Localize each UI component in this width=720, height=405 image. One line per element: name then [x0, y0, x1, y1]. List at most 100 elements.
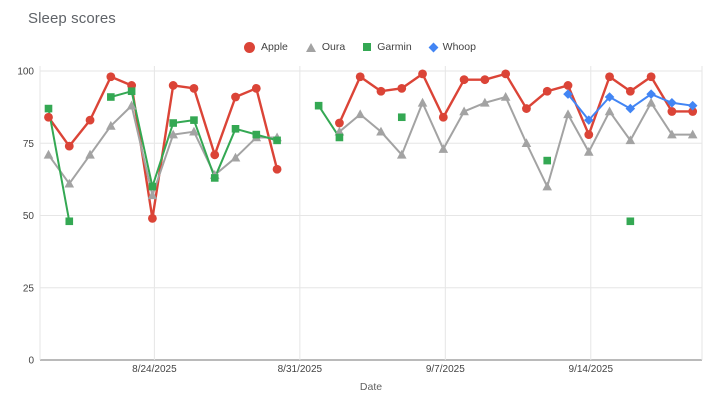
chart-title: Sleep scores: [28, 10, 116, 27]
legend-item-oura[interactable]: Oura: [305, 41, 346, 53]
oura-data-point[interactable]: [625, 135, 636, 145]
oura-data-point[interactable]: [459, 106, 469, 116]
y-tick-label: 0: [28, 356, 34, 367]
apple-data-point[interactable]: [688, 107, 698, 116]
oura-data-point[interactable]: [438, 144, 449, 153]
legend-item-apple[interactable]: Apple: [244, 41, 288, 53]
oura-data-point[interactable]: [563, 109, 573, 119]
apple-data-point[interactable]: [397, 83, 407, 93]
whoop-data-point[interactable]: [583, 115, 594, 125]
oura-data-point[interactable]: [376, 126, 386, 136]
oura-data-point[interactable]: [147, 190, 158, 200]
apple-series-line: [47, 75, 279, 220]
garmin-data-point[interactable]: [335, 133, 344, 142]
oura-data-point[interactable]: [667, 129, 677, 139]
oura-data-point[interactable]: [230, 152, 241, 162]
apple-data-point[interactable]: [272, 164, 282, 174]
oura-data-point[interactable]: [646, 97, 656, 107]
apple-data-point[interactable]: [231, 92, 240, 102]
apple-data-point[interactable]: [438, 112, 448, 122]
apple-data-point[interactable]: [646, 72, 656, 82]
apple-data-point[interactable]: [210, 150, 220, 160]
garmin-data-point[interactable]: [273, 136, 281, 145]
apple-data-point[interactable]: [522, 104, 531, 113]
garmin-data-point[interactable]: [543, 156, 552, 165]
oura-data-point[interactable]: [542, 181, 553, 191]
apple-data-point[interactable]: [625, 86, 635, 96]
garmin-data-point[interactable]: [626, 217, 635, 226]
oura-data-point[interactable]: [168, 129, 178, 139]
apple-data-point[interactable]: [148, 213, 157, 223]
oura-series-line: [47, 104, 279, 197]
oura-data-point[interactable]: [583, 146, 594, 156]
garmin-data-point[interactable]: [169, 119, 177, 127]
apple-data-point[interactable]: [418, 69, 427, 79]
garmin-data-point[interactable]: [397, 113, 406, 122]
legend-item-whoop[interactable]: Whoop: [428, 41, 476, 53]
apple-data-point[interactable]: [376, 86, 386, 96]
oura-data-point[interactable]: [604, 106, 615, 116]
whoop-data-point[interactable]: [687, 100, 698, 111]
apple-data-point[interactable]: [168, 81, 178, 90]
oura-data-point[interactable]: [43, 149, 54, 159]
oura-series-line: [338, 96, 694, 188]
y-tick-label: 50: [23, 211, 35, 222]
apple-data-point[interactable]: [480, 75, 490, 85]
apple-data-point[interactable]: [459, 75, 469, 85]
garmin-legend-marker-icon: [363, 43, 372, 51]
garmin-series-line: [47, 107, 71, 223]
apple-data-point[interactable]: [584, 130, 594, 139]
legend-label: Oura: [321, 41, 346, 53]
garmin-data-point[interactable]: [252, 130, 261, 139]
y-tick-label: 75: [23, 139, 35, 150]
whoop-data-point[interactable]: [646, 89, 656, 99]
oura-data-point[interactable]: [126, 100, 137, 110]
garmin-series-line: [317, 104, 341, 139]
apple-data-point[interactable]: [355, 72, 365, 82]
garmin-data-point[interactable]: [314, 101, 323, 110]
garmin-data-point[interactable]: [107, 93, 115, 101]
garmin-data-point[interactable]: [44, 104, 53, 113]
garmin-data-point[interactable]: [190, 116, 198, 124]
apple-data-point[interactable]: [44, 112, 53, 122]
apple-data-point[interactable]: [85, 115, 95, 125]
whoop-data-point[interactable]: [563, 89, 573, 99]
legend-label: Apple: [261, 41, 288, 53]
oura-data-point[interactable]: [500, 92, 511, 101]
legend-item-garmin[interactable]: Garmin: [363, 41, 412, 53]
oura-data-point[interactable]: [85, 149, 95, 159]
garmin-data-point[interactable]: [148, 182, 157, 191]
garmin-data-point[interactable]: [231, 125, 240, 133]
apple-data-point[interactable]: [501, 69, 511, 79]
garmin-data-point[interactable]: [210, 174, 219, 182]
oura-data-point[interactable]: [334, 126, 345, 136]
garmin-data-point[interactable]: [127, 87, 136, 96]
garmin-data-point[interactable]: [65, 217, 74, 226]
apple-data-point[interactable]: [251, 83, 261, 93]
apple-data-point[interactable]: [542, 86, 552, 96]
oura-data-point[interactable]: [480, 97, 490, 107]
x-axis-title: Date: [360, 381, 382, 393]
apple-data-point[interactable]: [667, 107, 677, 116]
oura-data-point[interactable]: [64, 178, 75, 188]
apple-data-point[interactable]: [106, 72, 116, 82]
oura-data-point[interactable]: [521, 138, 532, 148]
apple-data-point[interactable]: [335, 118, 344, 128]
whoop-data-point[interactable]: [625, 103, 636, 114]
y-tick-label: 100: [17, 67, 34, 78]
apple-data-point[interactable]: [605, 72, 614, 82]
apple-data-point[interactable]: [189, 83, 199, 93]
oura-data-point[interactable]: [355, 109, 365, 119]
apple-data-point[interactable]: [563, 81, 573, 90]
apple-data-point[interactable]: [64, 141, 74, 151]
whoop-data-point[interactable]: [604, 92, 615, 102]
whoop-data-point[interactable]: [667, 97, 677, 108]
oura-data-point[interactable]: [396, 149, 407, 159]
oura-data-point[interactable]: [417, 97, 428, 107]
oura-data-point[interactable]: [687, 129, 698, 139]
oura-data-point[interactable]: [189, 126, 199, 136]
oura-legend-marker-icon: [305, 42, 316, 52]
oura-data-point[interactable]: [106, 120, 116, 130]
